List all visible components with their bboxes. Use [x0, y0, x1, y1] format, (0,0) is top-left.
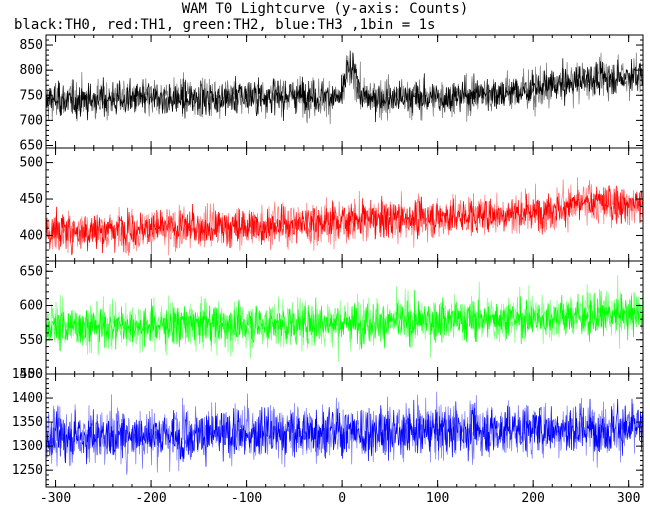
chart-subtitle: black:TH0, red:TH1, green:TH2, blue:TH3 …: [14, 17, 436, 33]
y-tick-label-th3: 1350: [12, 415, 43, 430]
chart-title: WAM T0 Lightcurve (y-axis: Counts): [181, 1, 469, 17]
y-tick-label-th2: 650: [20, 264, 43, 279]
series-th0-line-a: [46, 52, 643, 125]
x-tick-label: -100: [231, 491, 262, 505]
series-th1-line-a: [46, 177, 643, 261]
y-tick-label-th0: 800: [20, 63, 43, 78]
x-tick-label: 100: [426, 491, 449, 505]
panel-frame-th3: [45, 373, 644, 488]
y-tick-label-th2: 500: [20, 367, 43, 382]
series-th3-line-b: [46, 398, 643, 467]
y-tick-label-th3: 1400: [12, 391, 43, 406]
y-tick-label-th3: 1450: [12, 367, 43, 382]
series-th1-line-b: [46, 185, 643, 256]
x-tick-label: -200: [135, 491, 166, 505]
x-tick-label: 0: [338, 491, 346, 505]
x-tick-label: 300: [617, 491, 640, 505]
y-tick-label-th0: 650: [20, 138, 43, 153]
y-tick-label-th1: 500: [20, 156, 43, 171]
x-tick-label: 200: [521, 491, 544, 505]
x-tick-label: -300: [40, 491, 71, 505]
y-tick-label-th0: 700: [20, 113, 43, 128]
y-tick-label-th0: 850: [20, 38, 43, 53]
y-tick-label-th2: 550: [20, 333, 43, 348]
y-tick-label-th1: 450: [20, 192, 43, 207]
y-tick-label-th3: 1300: [12, 439, 43, 454]
series-th2-line-b: [46, 289, 643, 351]
y-tick-label-th0: 750: [20, 88, 43, 103]
y-tick-label-th3: 1250: [12, 463, 43, 478]
series-th0-line-b: [46, 50, 643, 123]
y-tick-label-th1: 400: [20, 228, 43, 243]
y-tick-label-th2: 600: [20, 299, 43, 314]
